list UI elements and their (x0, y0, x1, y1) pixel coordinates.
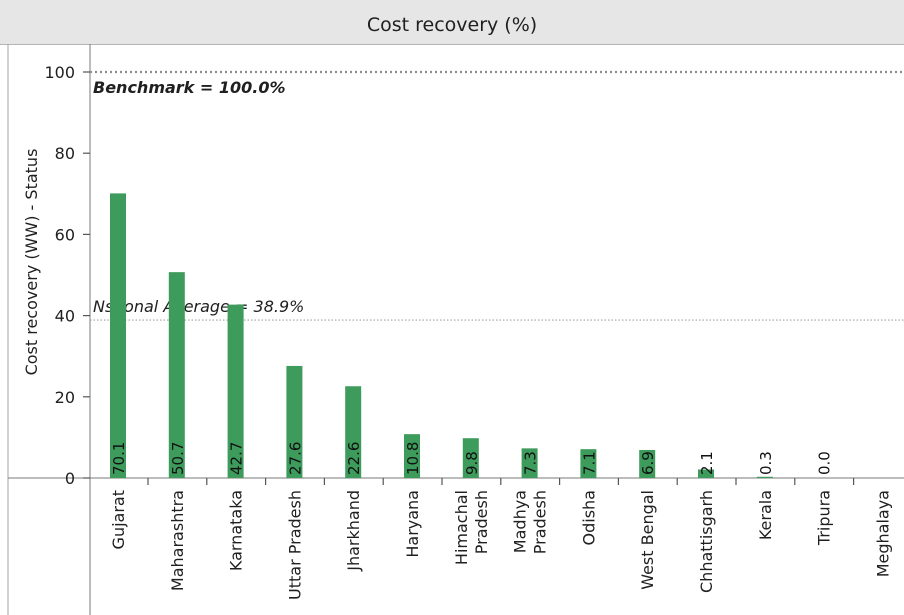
y-tick-label: 80 (55, 144, 75, 163)
bar (110, 193, 126, 479)
y-tick-label: 0 (65, 469, 75, 488)
x-tick-label: Uttar Pradesh (285, 490, 304, 600)
bar (404, 434, 420, 478)
bar-value-label: 27.6 (286, 442, 304, 475)
bar (639, 449, 656, 478)
x-axis: Gujarat Maharashtra Karnataka Uttar Pradesh… (109, 478, 892, 600)
x-tick-label-line: Himachal (452, 490, 471, 565)
bar (286, 365, 303, 478)
x-tick-label: Maharashtra (168, 490, 187, 591)
bar (345, 386, 362, 478)
bar-value-label: 50.7 (169, 442, 187, 475)
x-tick-label: Tripura (815, 490, 834, 546)
x-tick-label-line: Meghalaya (873, 490, 892, 577)
y-tick-label: 20 (55, 388, 75, 407)
bar-value-label: 42.7 (228, 442, 246, 475)
bar (580, 449, 597, 478)
x-tick-label-line: Haryana (403, 490, 422, 558)
bar (521, 448, 538, 478)
x-tick-label-line: Odisha (579, 490, 598, 545)
y-tick-label: 40 (55, 307, 75, 326)
x-tick-label: West Bengal (638, 490, 657, 590)
bar-value-label: 9.8 (463, 451, 481, 475)
chart-title: Cost recovery (%) (366, 14, 538, 36)
x-tick-label: Odisha (579, 490, 598, 545)
bar-value-label: 0.3 (757, 451, 775, 475)
x-tick-label: Meghalaya (873, 490, 892, 577)
x-tick-label-line: Pradesh (472, 490, 491, 554)
x-tick-label: Kerala (756, 490, 775, 540)
bar-value-label: 7.3 (522, 451, 540, 475)
x-tick-label: HimachalPradesh (452, 490, 491, 565)
reference-line-label: Nstional Average = 38.9% (93, 297, 304, 316)
x-tick-label-line: West Bengal (638, 490, 657, 590)
bar (462, 438, 479, 478)
bar-value-label: 0.0 (816, 451, 834, 475)
bar-value-label: 10.8 (404, 442, 422, 475)
x-tick-label: MadhyaPradesh (511, 490, 550, 554)
x-tick-label: Jharkhand (344, 490, 363, 572)
x-tick-label-line: Jharkhand (344, 490, 363, 572)
x-tick-label-line: Karnataka (227, 490, 246, 571)
x-tick-label: Haryana (403, 490, 422, 558)
x-tick-label-line: Chhattisgarh (697, 490, 716, 593)
bar (756, 476, 773, 478)
x-tick-label: Gujarat (109, 490, 128, 549)
x-tick-label-line: Gujarat (109, 490, 128, 549)
x-tick-label: Chhattisgarh (697, 490, 716, 593)
y-axis: 0 20 40 60 80 100 (44, 63, 90, 488)
bar (698, 469, 714, 478)
y-axis-title: Cost recovery (WW) - Status (22, 149, 41, 376)
bar-value-label: 22.6 (345, 442, 363, 475)
x-tick-label-line: Maharashtra (168, 490, 187, 591)
y-tick-label: 60 (55, 225, 75, 244)
reference-lines: Benchmark = 100.0% Nstional Average = 38.… (90, 70, 904, 321)
x-tick-label-line: Uttar Pradesh (285, 490, 304, 600)
x-tick-label: Karnataka (227, 490, 246, 571)
bar-value-label: 6.9 (639, 451, 657, 475)
bar-value-label: 2.1 (698, 451, 716, 475)
x-tick-label-line: Pradesh (531, 490, 550, 554)
bars: 70.1 50.7 42.7 27.6 22.6 10.8 9.8 7.3 7.1 6.9 2.1 0… (110, 193, 834, 479)
reference-line-label: Benchmark = 100.0% (93, 78, 286, 97)
bar (168, 272, 185, 478)
x-tick-label-line: Kerala (756, 490, 775, 540)
chart-title-bar: Cost recovery (%) (0, 0, 904, 45)
bar-value-label: 7.1 (580, 451, 598, 475)
y-tick-label: 100 (44, 63, 75, 82)
x-tick-label-line: Tripura (815, 490, 834, 546)
bar (227, 304, 244, 478)
x-tick-label-line: Madhya (511, 490, 530, 553)
bar-value-label: 70.1 (110, 442, 128, 475)
